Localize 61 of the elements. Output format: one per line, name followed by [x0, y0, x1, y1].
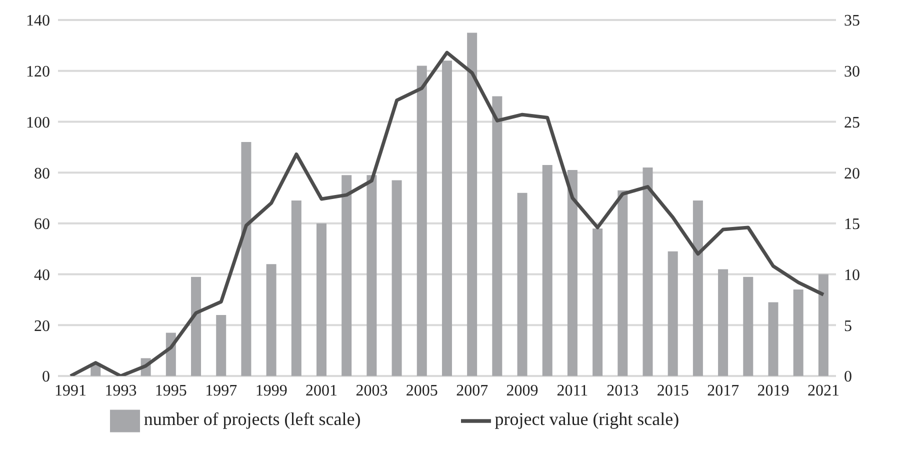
- y-tick-label: 0: [42, 368, 50, 386]
- y-tick-label: 80: [34, 165, 50, 182]
- x-tick-label: 2007: [456, 382, 488, 400]
- x-tick-label: 2001: [306, 382, 338, 400]
- x-tick-label: 2013: [606, 382, 639, 400]
- bar: [191, 276, 202, 376]
- bar: [392, 180, 402, 376]
- bar: [618, 190, 628, 376]
- bar: [718, 269, 728, 376]
- x-tick-label: 1999: [255, 382, 288, 400]
- x-tick-label: 1995: [154, 382, 187, 400]
- y-tick-label: 60: [34, 216, 50, 234]
- x-tick-label: 1993: [104, 382, 137, 400]
- bar: [366, 175, 377, 376]
- bar: [542, 164, 552, 376]
- bar: [492, 96, 502, 376]
- x-tick-label: 2019: [757, 382, 790, 400]
- bar: [793, 290, 804, 376]
- y-tick-label: 100: [26, 114, 50, 132]
- x-tick-label: 1997: [205, 382, 238, 400]
- bar: [768, 302, 778, 376]
- bar: [692, 200, 703, 376]
- bar: [818, 274, 828, 376]
- bar: [342, 175, 352, 376]
- x-tick-label: 2009: [506, 382, 538, 400]
- y2-tick-label: 20: [844, 165, 860, 182]
- bar: [216, 314, 226, 376]
- x-tick-label: 2021: [807, 382, 840, 400]
- bar: [241, 142, 252, 376]
- bar: [592, 228, 603, 376]
- bar: [467, 32, 478, 376]
- x-tick-label: 2017: [707, 382, 740, 400]
- bar: [517, 192, 528, 376]
- x-tick-label: 2011: [556, 382, 588, 400]
- bar: [743, 276, 754, 376]
- bar: [668, 251, 678, 376]
- x-tick-label: 1991: [54, 382, 87, 400]
- y2-tick-label: 25: [844, 114, 860, 132]
- bar: [642, 167, 653, 376]
- y2-tick-label: 35: [844, 12, 860, 30]
- y-tick-label: 20: [34, 318, 50, 335]
- legend-label: number of projects (left scale): [144, 409, 361, 430]
- y2-tick-label: 30: [844, 64, 860, 81]
- y2-tick-label: 10: [844, 266, 860, 284]
- line-series: [68, 50, 826, 376]
- bar: [316, 223, 326, 376]
- bar: [266, 264, 276, 376]
- bar: [416, 66, 427, 376]
- y2-tick-label: 15: [844, 216, 860, 234]
- y2-tick-label: 5: [844, 318, 852, 335]
- y-tick-label: 120: [26, 64, 50, 81]
- bar: [291, 200, 302, 376]
- bar: [442, 60, 452, 376]
- x-tick-label: 2005: [406, 382, 438, 400]
- y2-tick-label: 0: [844, 368, 852, 386]
- legend-label: project value (right scale): [494, 409, 680, 430]
- x-tick-label: 2003: [356, 382, 388, 400]
- y-tick-label: 40: [34, 266, 50, 284]
- bar: [567, 170, 578, 376]
- x-tick-label: 2015: [656, 382, 689, 400]
- y-tick-label: 140: [26, 12, 50, 30]
